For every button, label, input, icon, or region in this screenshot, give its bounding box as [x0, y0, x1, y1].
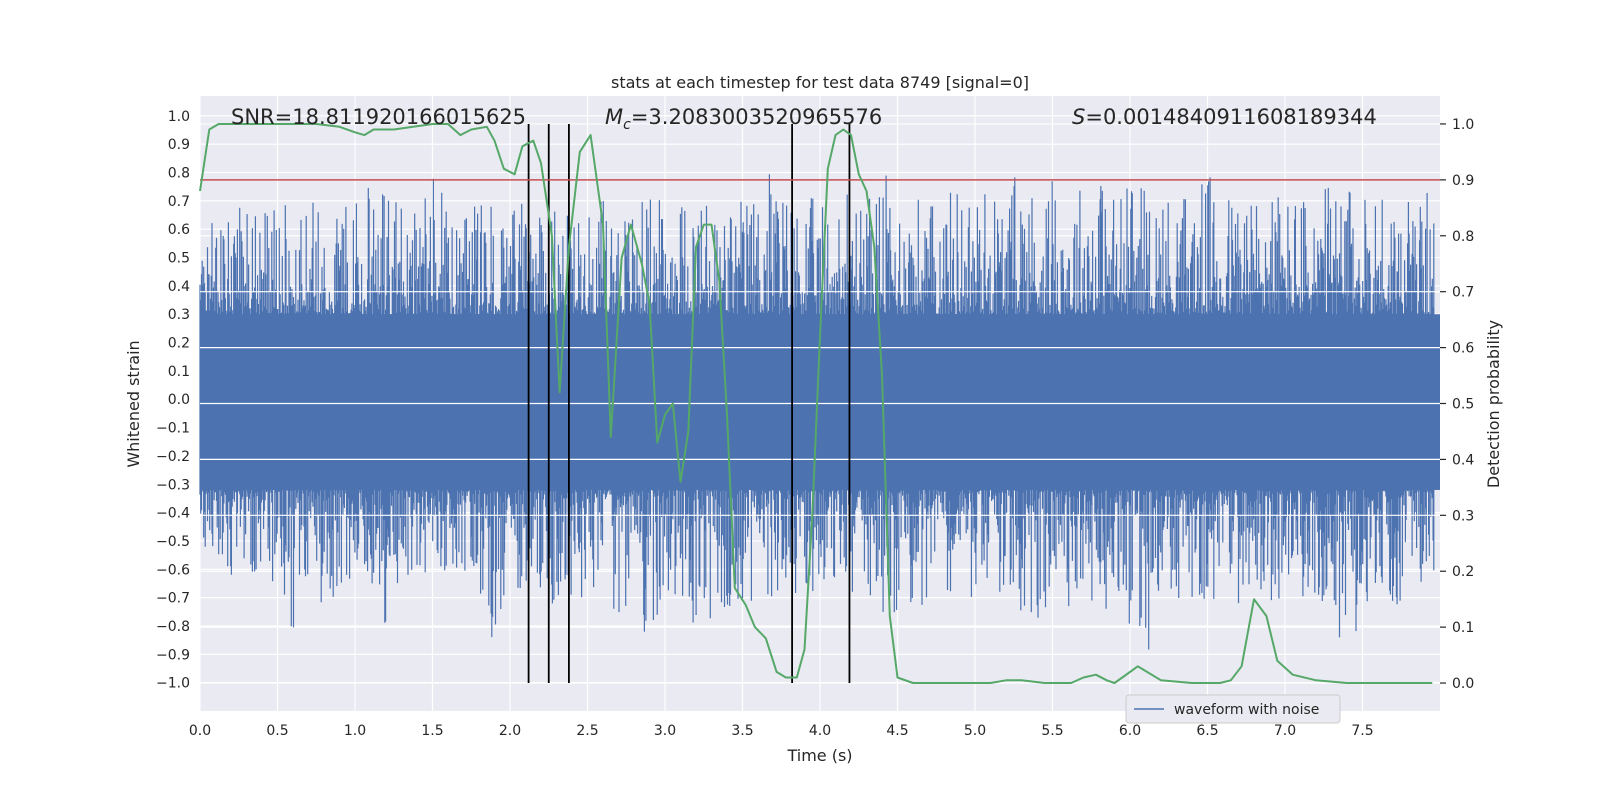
y-left-tick-label: −0.9 [156, 647, 190, 663]
y-left-tick-label: −0.3 [156, 477, 190, 493]
y-right-tick-label: 0.1 [1452, 620, 1474, 636]
y-right-tick-label: 1.0 [1452, 117, 1474, 133]
x-tick-label: 5.0 [964, 723, 986, 739]
y-left-tick-label: 0.7 [168, 194, 190, 210]
y-right-tick-label: 0.8 [1452, 229, 1474, 245]
y-right-tick-label: 0.5 [1452, 397, 1474, 413]
y-right-ticks: 1.0 0.9 0.8 0.7 0.6 0.5 0.4 0.3 0.2 0.1 0.0 [1440, 117, 1474, 692]
chart-title: stats at each timestep for test data 874… [611, 73, 1029, 92]
chirp-mass-symbol: M [605, 105, 623, 129]
x-tick-label: 0.5 [266, 723, 288, 739]
y-left-tick-label: 0.5 [168, 251, 190, 267]
x-tick-label: 7.0 [1274, 723, 1296, 739]
waveform-line [199, 174, 1435, 650]
x-tick-label: 5.5 [1041, 723, 1063, 739]
y-left-tick-label: −0.6 [156, 562, 190, 578]
y-left-tick-label: 0.2 [168, 336, 190, 352]
x-tick-label: 6.5 [1196, 723, 1218, 739]
y-right-tick-label: 0.3 [1452, 508, 1474, 524]
s-value: =0.0014840911608189344 [1085, 105, 1377, 129]
y-right-tick-label: 0.2 [1452, 564, 1474, 580]
y-left-tick-label: 0.4 [168, 279, 190, 295]
chirp-mass-value: =3.2083003520965576 [631, 105, 882, 129]
s-annotation: S=0.0014840911608189344 [1072, 105, 1377, 129]
y-left-tick-label: −0.2 [156, 449, 190, 465]
legend-box [1125, 694, 1341, 724]
x-tick-label: 3.5 [731, 723, 753, 739]
s-symbol: S [1072, 105, 1085, 129]
y-left-tick-label: 0.1 [168, 364, 190, 380]
y-left-tick-label: −0.7 [156, 591, 190, 607]
x-tick-label: 3.0 [654, 723, 676, 739]
x-tick-label: 7.5 [1351, 723, 1373, 739]
y-right-tick-label: 0.7 [1452, 285, 1474, 301]
y-left-tick-label: −1.0 [156, 676, 190, 692]
x-tick-label: 2.0 [499, 723, 521, 739]
y-left-tick-label: −0.5 [156, 534, 190, 550]
y-left-tick-label: −0.1 [156, 421, 190, 437]
y-left-tick-label: 1.0 [168, 109, 190, 125]
chirp-mass-annotation: Mc=3.2083003520965576 [605, 105, 882, 133]
y-right-tick-label: 0.9 [1452, 173, 1474, 189]
x-tick-label: 6.0 [1119, 723, 1141, 739]
x-tick-label: 2.5 [576, 723, 598, 739]
x-ticks: 0.0 0.5 1.0 1.5 2.0 2.5 3.0 3.5 4.0 4.5 5.0 5.5 6.0 6… [189, 723, 1374, 739]
legend-label: waveform with noise [1174, 702, 1319, 718]
chirp-mass-subscript: c [623, 117, 631, 133]
y-right-tick-label: 0.4 [1452, 452, 1474, 468]
y-left-tick-label: 0.3 [168, 307, 190, 323]
x-tick-label: 4.0 [809, 723, 831, 739]
y-left-tick-label: 0.6 [168, 222, 190, 238]
probability-line [199, 123, 1433, 684]
y-left-axis-label: Whitened strain [124, 340, 143, 467]
y-left-tick-label: −0.8 [156, 619, 190, 635]
y-left-ticks: 1.0 0.9 0.8 0.7 0.6 0.5 0.4 0.3 0.2 0.1 0.0 −0.1 −0.… [156, 109, 190, 692]
x-axis-label: Time (s) [786, 746, 852, 765]
y-right-tick-label: 0.6 [1452, 341, 1474, 357]
x-tick-label: 0.0 [189, 723, 211, 739]
y-right-tick-label: 0.0 [1452, 676, 1474, 692]
y-right-axis-label: Detection probability [1484, 320, 1503, 488]
x-tick-label: 1.0 [344, 723, 366, 739]
y-left-tick-label: 0.0 [168, 392, 190, 408]
snr-annotation: SNR=18.811920166015625 [231, 105, 526, 129]
y-left-tick-label: −0.4 [156, 506, 190, 522]
legend: waveform with noise [1125, 694, 1341, 724]
y-left-tick-label: 0.9 [168, 137, 190, 153]
x-tick-label: 4.5 [886, 723, 908, 739]
probability-series [199, 123, 1433, 684]
x-tick-label: 1.5 [421, 723, 443, 739]
y-left-tick-label: 0.8 [168, 166, 190, 182]
